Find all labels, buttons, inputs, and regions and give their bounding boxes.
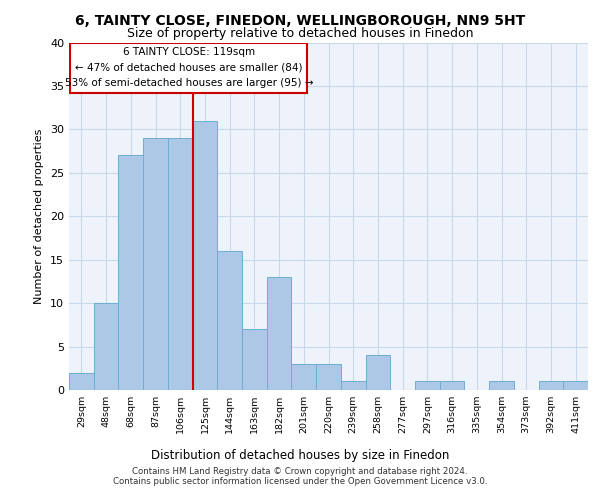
Bar bbox=[193, 120, 217, 390]
Text: 6, TAINTY CLOSE, FINEDON, WELLINGBOROUGH, NN9 5HT: 6, TAINTY CLOSE, FINEDON, WELLINGBOROUGH… bbox=[75, 14, 525, 28]
Bar bbox=[118, 156, 143, 390]
Text: Size of property relative to detached houses in Finedon: Size of property relative to detached ho… bbox=[127, 28, 473, 40]
Bar bbox=[489, 382, 514, 390]
Bar bbox=[292, 364, 316, 390]
Bar bbox=[440, 382, 464, 390]
Bar bbox=[563, 382, 588, 390]
Text: 6 TAINTY CLOSE: 119sqm
← 47% of detached houses are smaller (84)
53% of semi-det: 6 TAINTY CLOSE: 119sqm ← 47% of detached… bbox=[65, 47, 313, 88]
Bar bbox=[168, 138, 193, 390]
Bar bbox=[94, 303, 118, 390]
Bar bbox=[415, 382, 440, 390]
Bar bbox=[539, 382, 563, 390]
Bar bbox=[365, 355, 390, 390]
Bar bbox=[267, 277, 292, 390]
FancyBboxPatch shape bbox=[70, 42, 307, 93]
Bar bbox=[217, 251, 242, 390]
Text: Distribution of detached houses by size in Finedon: Distribution of detached houses by size … bbox=[151, 450, 449, 462]
Bar bbox=[316, 364, 341, 390]
Bar bbox=[341, 382, 365, 390]
Bar bbox=[143, 138, 168, 390]
Text: Contains public sector information licensed under the Open Government Licence v3: Contains public sector information licen… bbox=[113, 477, 487, 486]
Bar bbox=[242, 329, 267, 390]
Bar bbox=[69, 372, 94, 390]
Text: Contains HM Land Registry data © Crown copyright and database right 2024.: Contains HM Land Registry data © Crown c… bbox=[132, 467, 468, 476]
Y-axis label: Number of detached properties: Number of detached properties bbox=[34, 128, 44, 304]
